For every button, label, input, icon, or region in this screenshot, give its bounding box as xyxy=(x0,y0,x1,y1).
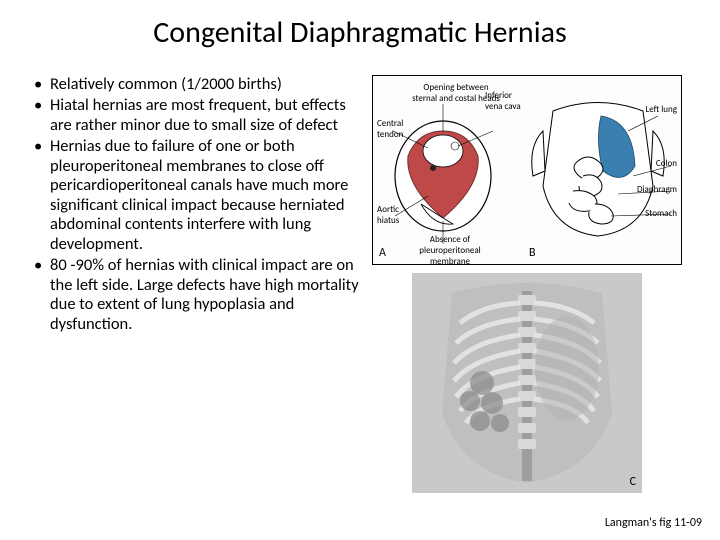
label-aortic: Aortic hiatus xyxy=(377,204,421,226)
xray-svg xyxy=(412,273,642,493)
anatomical-diagram: Central tendon Opening between sternal a… xyxy=(372,75,682,265)
panel-label-b: B xyxy=(529,246,536,260)
slide: Congenital Diaphragmatic Hernias Relativ… xyxy=(0,0,720,540)
list-item: Hernias due to failure of one or both pl… xyxy=(32,137,362,254)
figure-credit: Langman's fig 11-09 xyxy=(605,516,702,530)
slide-title: Congenital Diaphragmatic Hernias xyxy=(32,14,688,51)
label-ivc: Inferior vena cava xyxy=(485,90,531,112)
panel-label-c: C xyxy=(630,475,636,489)
bullet-column: Relatively common (1/2000 births) Hiatal… xyxy=(32,75,362,493)
content-row: Relatively common (1/2000 births) Hiatal… xyxy=(32,75,688,493)
label-central-tendon: Central tendon xyxy=(377,118,415,140)
radiograph: C xyxy=(412,273,642,493)
list-item: 80 -90% of hernias with clinical impact … xyxy=(32,256,362,334)
label-left-lung: Left lung xyxy=(645,104,677,115)
panel-label-a: A xyxy=(379,246,386,260)
label-diaphragm: Diaphragm xyxy=(637,184,677,195)
bullet-list: Relatively common (1/2000 births) Hiatal… xyxy=(32,75,362,334)
list-item: Hiatal hernias are most frequent, but ef… xyxy=(32,96,362,135)
label-stomach: Stomach xyxy=(645,208,677,219)
label-absence: Absence of pleuroperitoneal membrane xyxy=(415,234,485,267)
figure-column: Central tendon Opening between sternal a… xyxy=(372,75,688,493)
label-colon: Colon xyxy=(656,158,677,169)
list-item: Relatively common (1/2000 births) xyxy=(32,75,362,94)
